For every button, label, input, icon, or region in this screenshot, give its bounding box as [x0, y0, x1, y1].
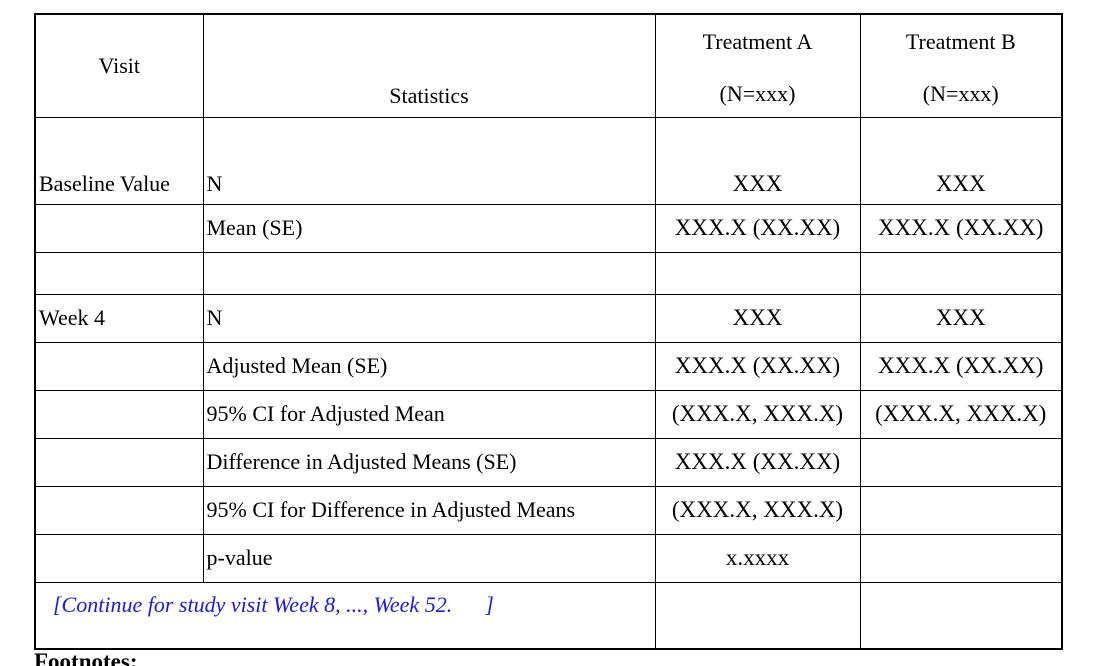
header-visit: Visit: [34, 13, 204, 118]
table-row: p-value x.xxxx: [34, 533, 1063, 583]
cell-treatment-b: [859, 251, 1063, 295]
cell-visit: [34, 389, 204, 439]
cell-treatment-b: [859, 581, 1063, 650]
cell-treatment-a: XXX: [654, 293, 861, 343]
spacer-row: [34, 251, 1063, 295]
cell-treatment-a: (XXX.X, XXX.X): [654, 485, 861, 535]
cell-treatment-a: (XXX.X, XXX.X): [654, 389, 861, 439]
cell-treatment-a: XXX: [654, 116, 861, 205]
table-row: Adjusted Mean (SE) XXX.X (XX.XX) XXX.X (…: [34, 341, 1063, 391]
treatment-a-n: (N=xxx): [719, 81, 796, 106]
cell-treatment-a: XXX.X (XX.XX): [654, 341, 861, 391]
cell-statistic: Difference in Adjusted Means (SE): [202, 437, 656, 487]
cell-statistic: N: [202, 116, 656, 205]
table-row: Baseline Value N XXX XXX: [34, 116, 1063, 205]
table-row: Difference in Adjusted Means (SE) XXX.X …: [34, 437, 1063, 487]
header-treatment-b: Treatment B (N=xxx): [859, 13, 1063, 118]
cell-treatment-b: [859, 533, 1063, 583]
continue-note-cell: [Continue for study visit Week 8, ..., W…: [34, 581, 656, 650]
cell-visit: [34, 203, 204, 253]
continue-row: [Continue for study visit Week 8, ..., W…: [34, 581, 1063, 650]
cell-visit: Baseline Value: [34, 116, 204, 205]
continue-note-text: [Continue for study visit Week 8, ..., W…: [53, 591, 494, 617]
cell-visit: [34, 437, 204, 487]
cell-visit: [34, 341, 204, 391]
cell-statistic: Mean (SE): [202, 203, 656, 253]
header-statistics: Statistics: [202, 13, 656, 118]
treatment-a-name: Treatment A: [702, 29, 813, 54]
cell-statistic: 95% CI for Difference in Adjusted Means: [202, 485, 656, 535]
header-treatment-a: Treatment A (N=xxx): [654, 13, 861, 118]
cell-statistic: 95% CI for Adjusted Mean: [202, 389, 656, 439]
cell-visit: [34, 251, 204, 295]
cell-statistic: N: [202, 293, 656, 343]
cell-treatment-a: XXX.X (XX.XX): [654, 203, 861, 253]
cell-treatment-b: XXX: [859, 293, 1063, 343]
cell-treatment-b: XXX.X (XX.XX): [859, 341, 1063, 391]
treatment-b-name: Treatment B: [905, 29, 1016, 54]
cell-treatment-b: XXX.X (XX.XX): [859, 203, 1063, 253]
header-row: Visit Statistics Treatment A (N=xxx) Tre…: [34, 13, 1063, 118]
table-row: Week 4 N XXX XXX: [34, 293, 1063, 343]
cell-statistic: p-value: [202, 533, 656, 583]
table-row: 95% CI for Adjusted Mean (XXX.X, XXX.X) …: [34, 389, 1063, 439]
cell-treatment-b: XXX: [859, 116, 1063, 205]
cell-treatment-a: [654, 251, 861, 295]
table-row: Mean (SE) XXX.X (XX.XX) XXX.X (XX.XX): [34, 203, 1063, 253]
cell-statistic: Adjusted Mean (SE): [202, 341, 656, 391]
treatment-b-n: (N=xxx): [922, 81, 999, 106]
cell-statistic: [202, 251, 656, 295]
cell-visit: [34, 533, 204, 583]
cell-treatment-a: x.xxxx: [654, 533, 861, 583]
statistics-shell-table: Visit Statistics Treatment A (N=xxx) Tre…: [34, 13, 1063, 650]
cell-treatment-b: [859, 437, 1063, 487]
cell-treatment-a: XXX.X (XX.XX): [654, 437, 861, 487]
footnotes-heading: Footnotes:: [34, 649, 138, 666]
table-row: 95% CI for Difference in Adjusted Means …: [34, 485, 1063, 535]
cell-treatment-a: [654, 581, 861, 650]
cell-visit: [34, 485, 204, 535]
cell-treatment-b: [859, 485, 1063, 535]
cell-treatment-b: (XXX.X, XXX.X): [859, 389, 1063, 439]
cell-visit: Week 4: [34, 293, 204, 343]
